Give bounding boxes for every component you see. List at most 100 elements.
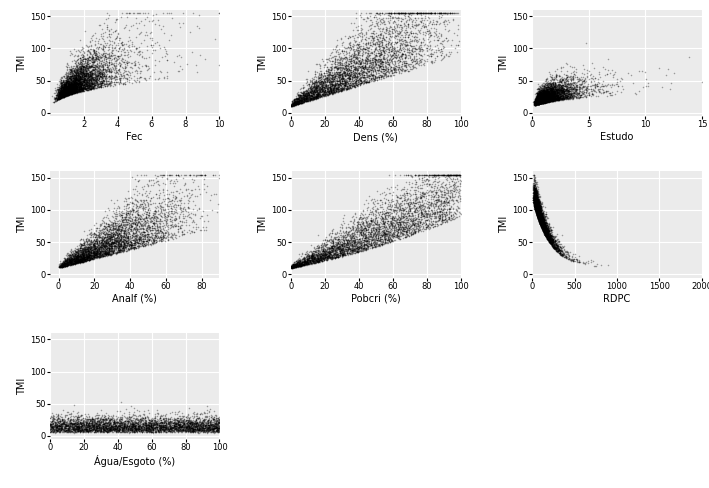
Point [330, 70, 342, 78]
Point [532, 214, 544, 222]
Point [311, 93, 322, 101]
Point [119, 56, 130, 64]
Point [177, 210, 189, 218]
Point [367, 54, 378, 61]
Point [174, 421, 185, 429]
Point [76, 420, 87, 427]
Point [536, 216, 547, 224]
Point [80, 417, 91, 425]
Point [59, 92, 70, 100]
Point [528, 190, 540, 198]
Point [70, 85, 82, 93]
Point [108, 219, 119, 227]
Point [409, 228, 420, 236]
Point [535, 91, 546, 99]
Point [89, 61, 101, 69]
Point [84, 242, 95, 249]
Point [393, 224, 405, 231]
Point [571, 94, 583, 102]
Point [296, 259, 308, 267]
Point [529, 100, 540, 107]
Point [124, 241, 135, 248]
Point [63, 255, 74, 263]
Point [104, 245, 115, 253]
Point [121, 9, 133, 17]
Point [86, 255, 97, 263]
Point [398, 45, 409, 53]
Point [113, 233, 125, 241]
Point [396, 35, 407, 43]
Point [84, 82, 96, 90]
Point [74, 426, 86, 433]
Point [328, 244, 340, 251]
Point [575, 73, 586, 81]
Point [305, 256, 316, 264]
Point [78, 70, 89, 78]
Point [62, 79, 74, 86]
Point [345, 43, 356, 51]
Point [531, 200, 542, 207]
Point [76, 235, 87, 243]
Point [103, 230, 114, 238]
Point [55, 90, 67, 98]
Point [535, 92, 546, 100]
Point [301, 260, 312, 268]
Point [154, 426, 165, 434]
Point [111, 425, 122, 433]
Point [47, 409, 58, 417]
Point [294, 97, 306, 104]
Point [311, 259, 322, 266]
Point [536, 223, 547, 231]
Point [145, 421, 157, 428]
Point [540, 87, 552, 95]
Point [547, 92, 558, 100]
Point [532, 209, 543, 217]
Point [535, 217, 546, 225]
Point [536, 94, 547, 102]
Point [67, 407, 79, 415]
Point [140, 420, 152, 428]
Point [108, 419, 120, 427]
Point [540, 88, 551, 96]
Point [557, 91, 568, 99]
Point [389, 207, 400, 215]
Point [88, 68, 99, 76]
Point [553, 246, 564, 254]
Point [78, 254, 89, 262]
Point [337, 241, 348, 249]
Point [121, 57, 133, 65]
Point [117, 224, 128, 232]
Point [197, 421, 208, 429]
Point [129, 224, 140, 231]
Point [108, 239, 120, 246]
Point [90, 419, 101, 427]
Point [113, 239, 125, 246]
Point [538, 217, 549, 224]
Point [191, 418, 203, 426]
Point [532, 198, 543, 205]
Point [339, 68, 350, 76]
Point [448, 187, 459, 195]
Point [126, 222, 138, 230]
Point [317, 87, 328, 95]
Point [96, 235, 108, 243]
Point [113, 44, 125, 52]
Point [63, 63, 74, 71]
Point [334, 81, 345, 88]
Point [305, 94, 316, 102]
Point [550, 74, 562, 81]
Point [531, 193, 542, 201]
Point [528, 192, 540, 200]
Point [130, 244, 142, 252]
Point [102, 244, 113, 251]
Point [74, 74, 86, 82]
Point [100, 250, 111, 258]
Point [423, 21, 434, 29]
Point [89, 56, 100, 63]
Point [534, 98, 545, 106]
Point [294, 262, 305, 270]
Point [323, 243, 334, 250]
Point [343, 44, 354, 52]
Point [528, 186, 540, 194]
Point [57, 90, 69, 98]
